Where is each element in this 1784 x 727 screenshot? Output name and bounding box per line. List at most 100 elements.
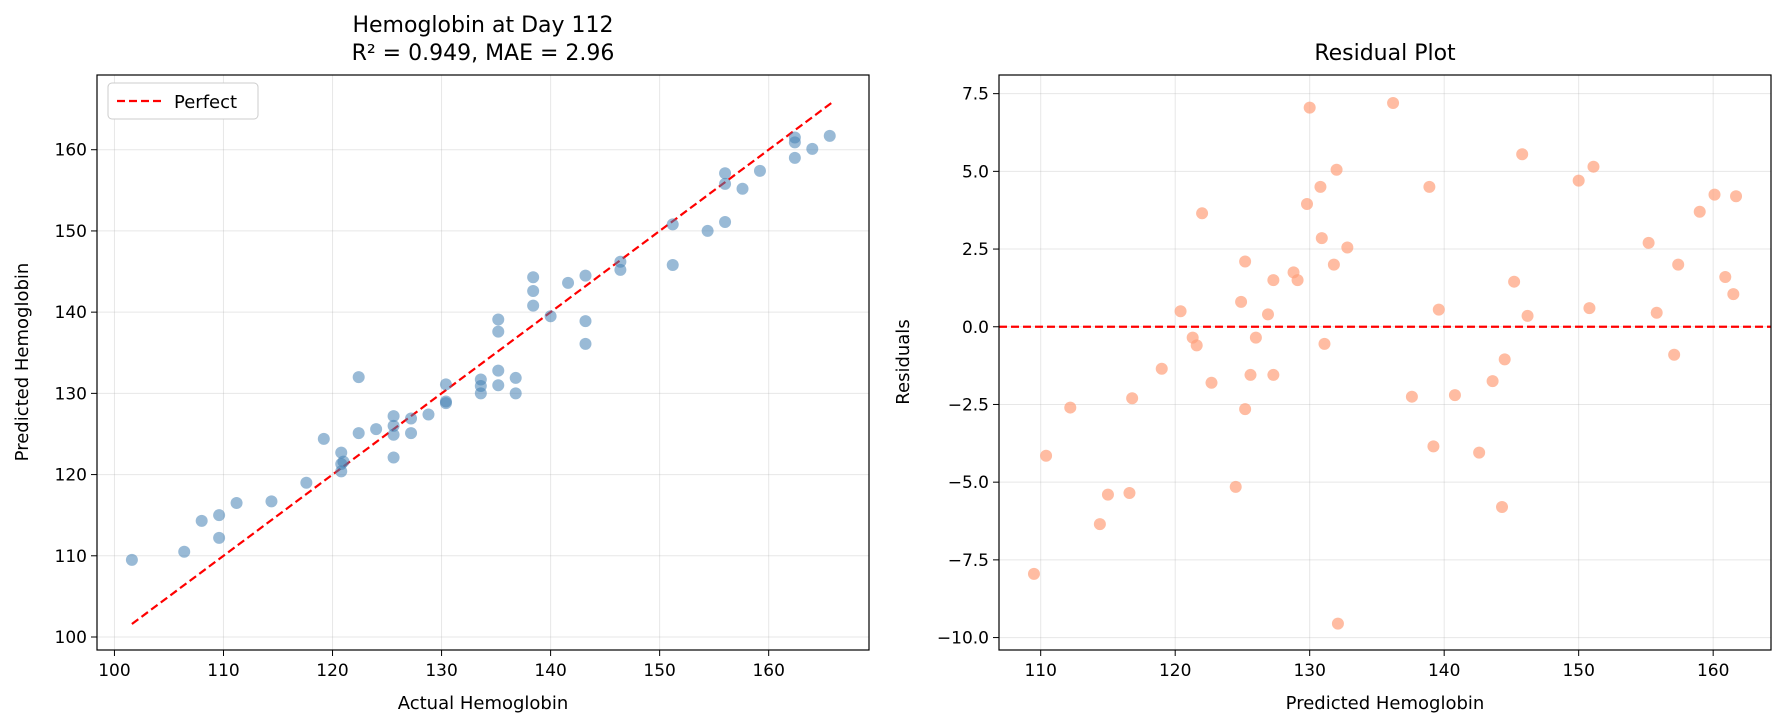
parity-point — [387, 419, 400, 432]
residual-point — [1064, 401, 1077, 414]
parity-point — [719, 177, 732, 190]
parity-point — [405, 412, 418, 425]
parity-y-tick-label: 120 — [55, 466, 87, 486]
residual-y-axis-label: Residuals — [893, 319, 914, 404]
parity-point — [492, 379, 505, 392]
parity-point — [666, 259, 679, 272]
residual-point — [1174, 305, 1187, 318]
residual-point — [1387, 96, 1400, 109]
residual-point — [1423, 180, 1436, 193]
residual-point — [1101, 488, 1114, 501]
residual-point — [1300, 197, 1313, 210]
parity-point — [213, 531, 226, 544]
residual-point — [1341, 241, 1354, 254]
residual-point — [1727, 288, 1740, 301]
parity-x-tick-label: 130 — [425, 661, 457, 681]
parity-point — [230, 497, 243, 510]
residual-x-tick-label: 150 — [1562, 661, 1594, 681]
parity-x-tick-label: 100 — [98, 661, 130, 681]
residual-point — [1239, 403, 1252, 416]
parity-point — [492, 325, 505, 338]
residual-point — [1261, 308, 1274, 321]
parity-point — [509, 371, 522, 384]
residual-point — [1267, 274, 1280, 287]
parity-point — [422, 408, 435, 421]
residual-point — [1205, 376, 1218, 389]
parity-plot-frame — [96, 74, 870, 651]
residual-y-ticks: −10.0 −7.5 −5.0 −2.5 0.0 2.5 5.0 7.5 — [937, 85, 999, 649]
residual-point — [1587, 160, 1600, 173]
parity-y-tick-label: 130 — [55, 384, 87, 404]
residual-point — [1730, 190, 1743, 203]
residual-point — [1331, 617, 1344, 630]
parity-point — [614, 263, 627, 276]
parity-point — [579, 337, 592, 350]
parity-point — [125, 553, 138, 566]
residual-point — [1650, 306, 1663, 319]
parity-point — [370, 423, 383, 436]
residual-point — [1267, 368, 1280, 381]
parity-point — [753, 164, 766, 177]
residual-point — [1196, 207, 1209, 220]
parity-y-tick-label: 100 — [55, 628, 87, 648]
parity-point — [527, 299, 540, 312]
parity-plot-panel: Hemoglobin at Day 112 R² = 0.949, MAE = … — [12, 13, 870, 714]
parity-point — [579, 315, 592, 328]
parity-point — [439, 378, 452, 391]
residual-y-tick-label: 7.5 — [962, 85, 989, 105]
residual-point — [1123, 487, 1136, 500]
parity-point — [527, 271, 540, 284]
residual-point — [1244, 368, 1257, 381]
parity-point — [562, 276, 575, 289]
residual-point — [1405, 390, 1418, 403]
residual-point — [1572, 174, 1585, 187]
residual-y-tick-label: −5.0 — [948, 473, 989, 493]
residual-point — [1496, 501, 1509, 514]
residual-point — [1448, 389, 1461, 402]
residual-point — [1473, 446, 1486, 459]
residual-point — [1693, 205, 1706, 218]
perfect-line-layer — [131, 100, 835, 625]
parity-point — [788, 151, 801, 164]
residual-point — [1229, 480, 1242, 493]
parity-point — [352, 427, 365, 440]
parity-plot-grid — [97, 75, 869, 650]
perfect-reference-line — [131, 100, 835, 625]
parity-point — [823, 129, 836, 142]
residual-point — [1719, 271, 1732, 284]
legend-perfect-label: Perfect — [174, 92, 237, 113]
parity-point — [335, 465, 348, 478]
residual-point — [1126, 392, 1139, 405]
parity-x-tick-label: 150 — [643, 661, 675, 681]
residual-point — [1190, 339, 1203, 352]
residual-plot-frame — [998, 74, 1772, 651]
parity-point — [544, 310, 557, 323]
residual-point — [1315, 232, 1328, 245]
residual-y-tick-label: 0.0 — [962, 318, 989, 338]
parity-point — [387, 428, 400, 441]
legend-box — [107, 82, 259, 120]
residual-point — [1427, 440, 1440, 453]
parity-point — [736, 182, 749, 195]
residual-point — [1672, 258, 1685, 271]
parity-point — [178, 545, 191, 558]
parity-point — [492, 313, 505, 326]
parity-y-ticks: 100 110 120 130 140 150 160 — [55, 141, 97, 648]
residual-plot-grid — [999, 75, 1771, 650]
parity-point — [701, 224, 714, 237]
parity-point — [387, 451, 400, 464]
residual-point — [1486, 375, 1499, 388]
residual-y-tick-label: 2.5 — [962, 240, 989, 260]
residual-point — [1249, 331, 1262, 344]
residual-point — [1330, 163, 1343, 176]
residual-x-axis-label: Predicted Hemoglobin — [1286, 693, 1485, 714]
parity-point — [719, 167, 732, 180]
parity-point — [806, 142, 819, 155]
parity-x-tick-label: 110 — [207, 661, 239, 681]
residual-plot-title: Residual Plot — [1314, 41, 1456, 66]
parity-point — [405, 427, 418, 440]
parity-y-axis-label: Predicted Hemoglobin — [12, 263, 33, 462]
residual-point — [1318, 337, 1331, 350]
residual-point — [1668, 348, 1681, 361]
